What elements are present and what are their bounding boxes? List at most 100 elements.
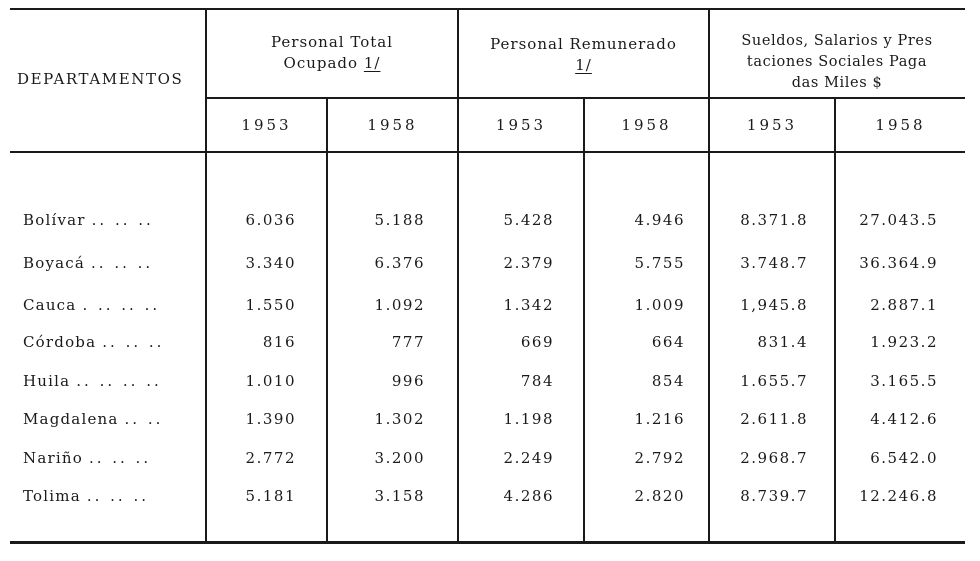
footnote-reference: 1/ <box>363 54 381 72</box>
value-cell: 3.748.7 <box>740 254 808 272</box>
value-cell: 5.428 <box>503 211 554 229</box>
value-cell: 6.036 <box>245 211 296 229</box>
value-cell: 5.755 <box>634 254 685 272</box>
value-cell: 816 <box>262 333 296 351</box>
value-cell: 8.739.7 <box>740 487 808 505</box>
header-divider-rule <box>205 97 965 99</box>
group-header-text: Ocupado <box>283 54 364 72</box>
column-rule <box>205 9 207 542</box>
value-cell: 669 <box>520 333 554 351</box>
department-name: Cauca <box>23 296 77 314</box>
value-cell: 1.390 <box>245 410 296 428</box>
group-header-personal-total: Personal Total Ocupado 1/ <box>207 32 457 74</box>
value-cell: 1,945.8 <box>740 296 808 314</box>
value-cell: 831.4 <box>757 333 808 351</box>
department-name: Magdalena <box>23 410 119 428</box>
group-header-line: taciones Sociales Paga <box>746 54 928 70</box>
value-cell: 1.302 <box>374 410 425 428</box>
year-header: 1953 <box>746 116 798 134</box>
year-header: 1958 <box>875 116 926 134</box>
value-cell: 784 <box>520 372 554 390</box>
department-label: Bolívar .. .. .. <box>23 211 154 229</box>
year-header: 1953 <box>241 116 292 134</box>
department-name: Córdoba <box>23 333 97 351</box>
value-cell: 1.216 <box>634 410 685 428</box>
value-cell: 27.043.5 <box>859 211 938 229</box>
group-header-line: Ocupado 1/ <box>207 53 457 74</box>
value-cell: 3.165.5 <box>870 372 938 390</box>
group-header-line: Personal Total <box>270 33 393 51</box>
value-cell: 996 <box>391 372 425 390</box>
value-cell: 1.342 <box>503 296 554 314</box>
value-cell: 12.246.8 <box>859 487 938 505</box>
value-cell: 1.009 <box>634 296 685 314</box>
value-cell: 2.968.7 <box>740 449 808 467</box>
group-header-personal-remunerado: Personal Remunerado 1/ <box>459 34 708 76</box>
value-cell: 1.198 <box>503 410 554 428</box>
value-cell: 777 <box>391 333 425 351</box>
department-label: Nariño .. .. .. <box>23 449 151 467</box>
value-cell: 4.412.6 <box>870 410 938 428</box>
leader-dots: .. .. .. .. <box>76 372 162 390</box>
value-cell: 1.923.2 <box>870 333 938 351</box>
value-cell: 4.286 <box>503 487 554 505</box>
value-cell: 3.200 <box>374 449 425 467</box>
column-rule <box>326 97 328 542</box>
leader-dots: . .. .. .. <box>82 296 161 314</box>
year-header: 1958 <box>621 116 672 134</box>
group-header-sueldos: Sueldos, Salarios y Pres taciones Social… <box>709 31 965 94</box>
value-cell: 1.655.7 <box>740 372 808 390</box>
footnote-reference: 1/ <box>575 56 592 74</box>
department-name: Nariño <box>23 449 83 467</box>
value-cell: 3.158 <box>374 487 425 505</box>
leader-dots: .. .. .. <box>91 254 154 272</box>
department-label: Huila .. .. .. .. <box>23 372 162 390</box>
column-rule <box>834 97 836 542</box>
leader-dots: .. .. .. <box>88 449 152 467</box>
value-cell: 664 <box>651 333 685 351</box>
value-cell: 2.772 <box>245 449 296 467</box>
value-cell: 5.188 <box>374 211 425 229</box>
department-label: Boyacá .. .. .. <box>23 254 153 272</box>
value-cell: 2.792 <box>634 449 685 467</box>
bottom-rule <box>10 541 965 544</box>
top-rule <box>10 8 965 10</box>
value-cell: 1.550 <box>245 296 296 314</box>
value-cell: 6.542.0 <box>870 449 938 467</box>
leader-dots: .. .. .. <box>102 333 165 351</box>
value-cell: 8.371.8 <box>740 211 808 229</box>
year-header: 1953 <box>495 116 547 134</box>
department-label: Cauca . .. .. .. <box>23 296 160 314</box>
group-header-line: 1/ <box>459 55 708 76</box>
value-cell: 2.820 <box>634 487 685 505</box>
leader-dots: .. .. .. <box>86 487 149 505</box>
value-cell: 36.364.9 <box>859 254 938 272</box>
department-name: Tolima <box>23 487 81 505</box>
value-cell: 2.249 <box>503 449 554 467</box>
year-header: 1958 <box>367 116 418 134</box>
leader-dots: .. .. <box>124 410 164 428</box>
column-rule <box>583 97 585 542</box>
value-cell: 6.376 <box>374 254 425 272</box>
value-cell: 854 <box>651 372 685 390</box>
department-label: Tolima .. .. .. <box>23 487 149 505</box>
department-label: Córdoba .. .. .. <box>23 333 164 351</box>
value-cell: 4.946 <box>634 211 685 229</box>
column-header-bottom-rule <box>10 151 965 153</box>
column-rule <box>708 9 710 542</box>
value-cell: 2.611.8 <box>740 410 808 428</box>
stub-header: DEPARTAMENTOS <box>17 70 184 88</box>
group-header-line: Personal Remunerado <box>490 35 677 53</box>
value-cell: 5.181 <box>245 487 296 505</box>
leader-dots: .. .. .. <box>91 211 154 229</box>
group-header-line: Sueldos, Salarios y Pres <box>741 33 933 49</box>
department-name: Bolívar <box>23 211 86 229</box>
value-cell: 3.340 <box>245 254 296 272</box>
value-cell: 2.379 <box>503 254 554 272</box>
column-rule <box>457 9 459 542</box>
group-header-line: das Miles $ <box>791 75 883 91</box>
value-cell: 1.010 <box>245 372 296 390</box>
value-cell: 1.092 <box>374 296 425 314</box>
department-name: Huila <box>23 372 71 390</box>
